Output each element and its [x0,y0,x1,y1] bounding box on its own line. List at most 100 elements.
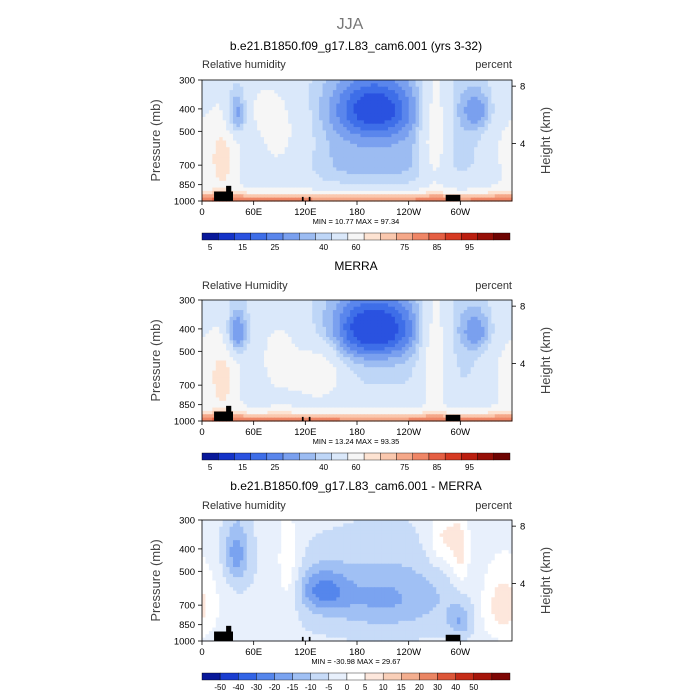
heatmap-cell [202,150,207,155]
heatmap-cell [229,153,234,158]
heatmap-cell [477,93,482,98]
heatmap-cell [246,96,251,101]
heatmap-cell [233,116,238,121]
heatmap-cell [425,187,430,192]
heatmap-cell [370,137,375,142]
heatmap-cell [260,150,265,155]
heatmap-cell [202,133,207,138]
heatmap-cell [439,320,444,325]
heatmap-cell [412,90,417,95]
heatmap-cell [456,120,461,125]
heatmap-cell [284,123,289,128]
heatmap-cell [491,110,496,115]
heatmap-cell [350,310,355,315]
heatmap-cell [291,83,296,88]
heatmap-cell [363,177,368,182]
heatmap-cell [332,113,337,118]
heatmap-cell [291,143,296,148]
heatmap-cell [339,113,344,118]
heatmap-cell [308,90,313,95]
heatmap-cell [412,100,417,105]
heatmap-cell [408,113,413,118]
heatmap-cell [363,306,368,311]
heatmap-cell [295,343,300,348]
heatmap-cell [301,150,306,155]
heatmap-cell [425,153,430,158]
heatmap-cell [370,303,375,308]
heatmap-cell [398,343,403,348]
heatmap-cell [456,93,461,98]
heatmap-cell [370,130,375,135]
heatmap-cell [260,190,265,195]
heatmap-cell [357,153,362,158]
heatmap-cell [257,170,262,175]
heatmap-cell [229,303,234,308]
heatmap-cell [305,103,310,108]
heatmap-cell [398,326,403,331]
heatmap-cell [388,90,393,95]
heatmap-cell [467,313,472,318]
heatmap-cell [233,160,238,165]
heatmap-cell [257,300,262,304]
heatmap-cell [501,313,506,318]
heatmap-cell [277,147,282,152]
heatmap-cell [453,130,458,135]
heatmap-cell [367,113,372,118]
heatmap-cell [470,80,475,84]
colorbar-label: 85 [433,243,442,252]
heatmap-cell [243,326,248,331]
heatmap-cell [322,147,327,152]
heatmap-cell [505,106,510,111]
heatmap-cell [336,194,341,199]
heatmap-cell [239,170,244,175]
heatmap-cell [508,197,513,202]
heatmap-cell [388,177,393,182]
heatmap-cell [270,170,275,175]
heatmap-cell [281,197,286,202]
heatmap-cell [370,153,375,158]
heatmap-cell [260,194,265,199]
heatmap-cell [260,80,265,84]
heatmap-cell [295,113,300,118]
heatmap-cell [205,160,210,165]
heatmap-cell [360,110,365,115]
heatmap-cell [291,106,296,111]
heatmap-cell [388,164,393,168]
heatmap-cell [205,187,210,192]
heatmap-cell [477,150,482,155]
heatmap-cell [315,143,320,148]
heatmap-cell [253,316,258,321]
heatmap-cell [467,160,472,165]
heatmap-cell [460,133,465,138]
heatmap-cell [470,143,475,148]
heatmap-cell [250,116,255,121]
heatmap-cell [487,130,492,135]
heatmap-cell [484,133,489,138]
heatmap-cell [239,167,244,172]
heatmap-cell [305,174,310,179]
heatmap-cell [305,153,310,158]
heatmap-cell [357,103,362,108]
heatmap-cell [239,190,244,195]
heatmap-cell [305,197,310,202]
heatmap-cell [243,140,248,145]
heatmap-cell [308,164,313,168]
heatmap-cell [219,127,224,132]
heatmap-cell [246,300,251,304]
heatmap-cell [208,106,213,111]
heatmap-cell [391,123,396,128]
heatmap-cell [484,100,489,105]
heatmap-cell [491,147,496,152]
heatmap-cell [253,153,258,158]
heatmap-cell [332,157,337,162]
heatmap-cell [260,153,265,158]
heatmap-cell [394,150,399,155]
heatmap-cell [270,140,275,145]
heatmap-cell [267,147,272,152]
heatmap-cell [260,326,265,331]
heatmap-cell [374,160,379,165]
heatmap-cell [295,326,300,331]
heatmap-cell [394,80,399,84]
heatmap-cell [419,103,424,108]
heatmap-cell [381,103,386,108]
